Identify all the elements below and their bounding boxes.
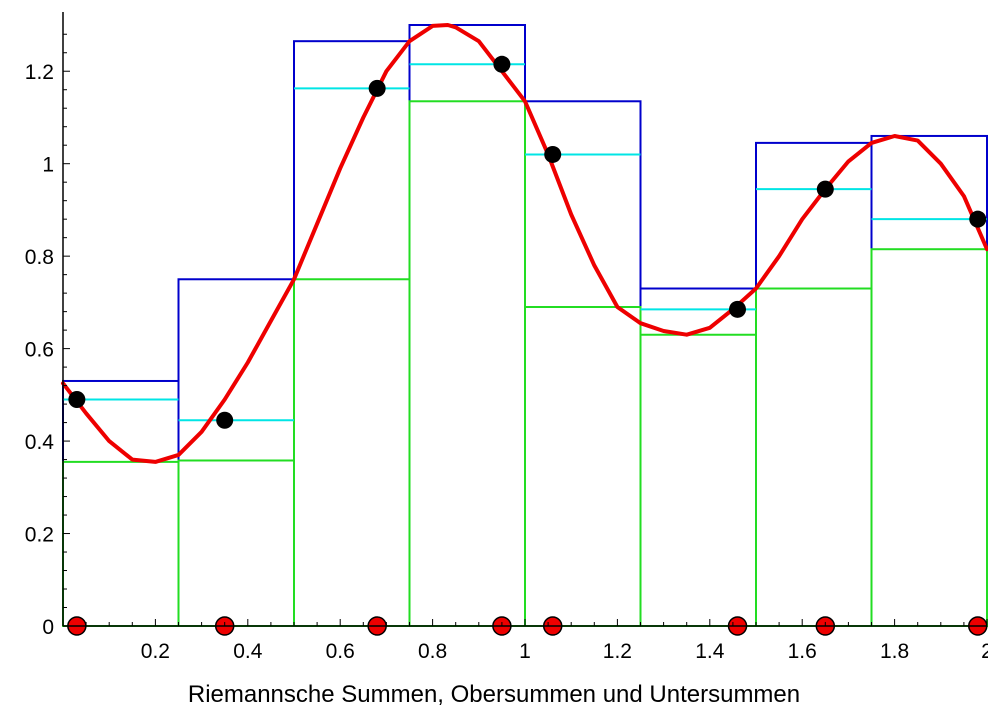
sample-point [729,300,747,318]
x-tick-label: 0.4 [233,640,263,663]
lower-sum-bar [62,460,180,627]
y-tick-label: 1 [42,154,54,177]
y-tick-label: 0.8 [25,246,54,269]
sample-point [368,79,386,97]
lower-sum-bar [524,306,642,627]
x-tick-label: 1.2 [603,640,632,663]
upper-sum-bar [177,278,295,627]
lower-sum-bar [639,333,757,627]
x-tick-label: 1.8 [880,640,909,663]
x-tick-label: 2 [981,640,988,663]
upper-sum-bar [639,287,757,627]
x-axis-title: Riemannsche Summen, Obersummen und Unter… [188,681,800,708]
x-tick-label: 0.2 [141,640,170,663]
lower-sum-bar [870,248,988,627]
upper-sum-bar [62,379,180,627]
x-tick-label: 1 [519,640,531,663]
lower-sum-rectangles [62,100,988,628]
sample-point [216,411,234,429]
sample-point [68,390,86,408]
sample-points [68,55,987,429]
y-tick-label: 1.2 [25,61,54,84]
upper-sum-bar [293,40,411,627]
sample-point [544,145,562,163]
x-tick-label: 1.4 [695,640,725,663]
upper-sum-bar [524,100,642,628]
y-axis-ticks: 0 0.2 0.4 0.6 0.8 1 1.2 [25,33,70,639]
lower-sum-bar [177,459,295,627]
y-tick-label: 0.2 [25,524,54,547]
x-axis-ticks: 0.2 0.4 0.6 0.8 1 1.2 1.4 1.6 1.8 2 [85,619,988,663]
y-tick-label: 0.6 [25,339,54,362]
lower-sum-bar [293,278,411,627]
x-tick-label: 0.6 [326,640,355,663]
sample-point [969,210,987,228]
sample-point [816,180,834,198]
y-tick-label: 0 [42,616,54,639]
y-tick-label: 0.4 [25,431,55,454]
x-tick-label: 0.8 [418,640,447,663]
lower-sum-bar [408,100,526,628]
upper-sum-bar [755,141,873,627]
upper-sum-bar [408,24,526,627]
sample-point [493,55,511,73]
x-tick-label: 1.6 [788,640,817,663]
lower-sum-bar [755,287,873,627]
